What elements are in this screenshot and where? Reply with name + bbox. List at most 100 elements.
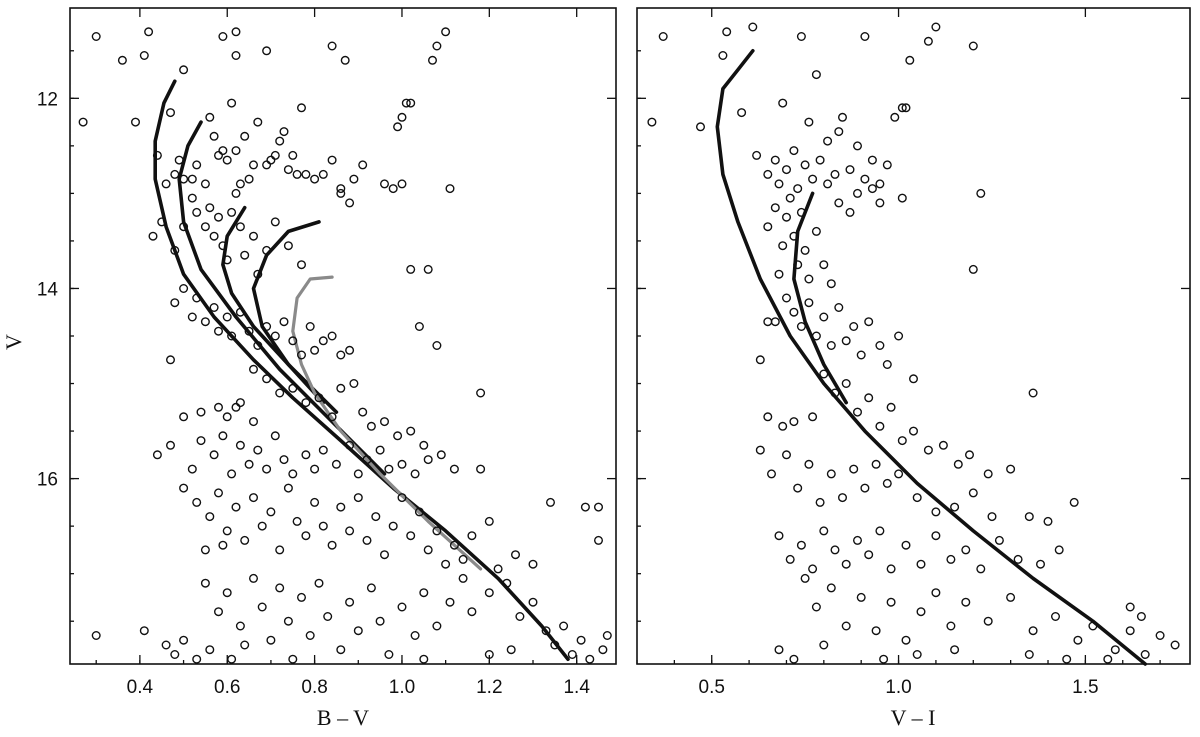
star-point <box>275 136 285 146</box>
star-point <box>419 440 429 450</box>
star-point <box>763 317 773 327</box>
star-point <box>778 98 788 108</box>
star-point <box>192 207 202 217</box>
star-point <box>227 331 237 341</box>
star-point <box>157 217 167 227</box>
star-point <box>782 293 792 303</box>
star-point <box>819 312 829 322</box>
star-point <box>528 597 538 607</box>
star-point <box>916 559 926 569</box>
star-point <box>1062 654 1072 664</box>
star-point <box>397 602 407 612</box>
star-point <box>292 169 302 179</box>
star-point <box>897 193 907 203</box>
star-point <box>279 317 289 327</box>
star-point <box>345 345 355 355</box>
star-point <box>253 341 263 351</box>
star-point <box>528 559 538 569</box>
star-point <box>262 245 272 255</box>
star-point <box>819 260 829 270</box>
star-point <box>270 431 280 441</box>
star-point <box>323 612 333 622</box>
star-point <box>598 645 608 655</box>
star-point <box>774 179 784 189</box>
star-point <box>594 535 604 545</box>
star-point <box>789 417 799 427</box>
star-point <box>200 179 210 189</box>
y-axis-label: V <box>1 334 26 350</box>
star-point <box>283 165 293 175</box>
star-point <box>436 450 446 460</box>
star-point <box>419 588 429 598</box>
star-point <box>161 640 171 650</box>
star-point <box>213 326 223 336</box>
star-point <box>968 488 978 498</box>
star-point <box>297 592 307 602</box>
star-point <box>849 322 859 332</box>
star-point <box>890 112 900 122</box>
star-point <box>336 188 346 198</box>
star-point <box>231 27 241 37</box>
star-point <box>257 521 267 531</box>
star-point <box>737 108 747 118</box>
star-point <box>841 336 851 346</box>
star-point <box>244 459 254 469</box>
star-point <box>310 345 320 355</box>
star-point <box>1155 631 1165 641</box>
star-point <box>222 526 232 536</box>
star-point <box>406 98 416 108</box>
star-point <box>266 507 276 517</box>
star-point <box>748 22 758 32</box>
star-point <box>894 331 904 341</box>
x-axis-label-left: B – V <box>317 705 369 730</box>
star-point <box>830 388 840 398</box>
star-point <box>853 141 863 151</box>
star-point <box>345 440 355 450</box>
star-point <box>968 264 978 274</box>
star-point <box>358 407 368 417</box>
star-point <box>262 374 272 384</box>
star-point <box>161 179 171 189</box>
star-point <box>515 612 525 622</box>
star-point <box>763 222 773 232</box>
star-point <box>406 531 416 541</box>
star-point <box>875 421 885 431</box>
star-point <box>397 112 407 122</box>
star-point <box>384 650 394 660</box>
star-point <box>826 341 836 351</box>
star-point <box>931 531 941 541</box>
star-point <box>923 445 933 455</box>
star-point <box>853 407 863 417</box>
star-point <box>476 464 486 474</box>
isochrone-line <box>177 120 387 476</box>
star-point <box>763 412 773 422</box>
star-point <box>950 645 960 655</box>
star-point <box>235 179 245 189</box>
star-point <box>476 388 486 398</box>
star-point <box>222 588 232 598</box>
star-point <box>770 203 780 213</box>
star-point <box>1073 635 1083 645</box>
star-point <box>441 559 451 569</box>
star-point <box>819 640 829 650</box>
star-point <box>270 150 280 160</box>
star-point <box>200 578 210 588</box>
star-point <box>213 212 223 222</box>
star-point <box>327 41 337 51</box>
star-point <box>222 312 232 322</box>
plot-frame-left <box>69 7 617 665</box>
star-point <box>196 436 206 446</box>
star-point <box>327 155 337 165</box>
star-point <box>432 526 442 536</box>
star-point <box>419 654 429 664</box>
star-point <box>841 559 851 569</box>
star-point <box>301 398 311 408</box>
star-point <box>755 445 765 455</box>
star-point <box>366 421 376 431</box>
star-point <box>222 412 232 422</box>
star-point <box>800 245 810 255</box>
isochrones-right <box>715 49 1147 666</box>
star-point <box>886 597 896 607</box>
star-point <box>345 597 355 607</box>
star-point <box>130 117 140 127</box>
